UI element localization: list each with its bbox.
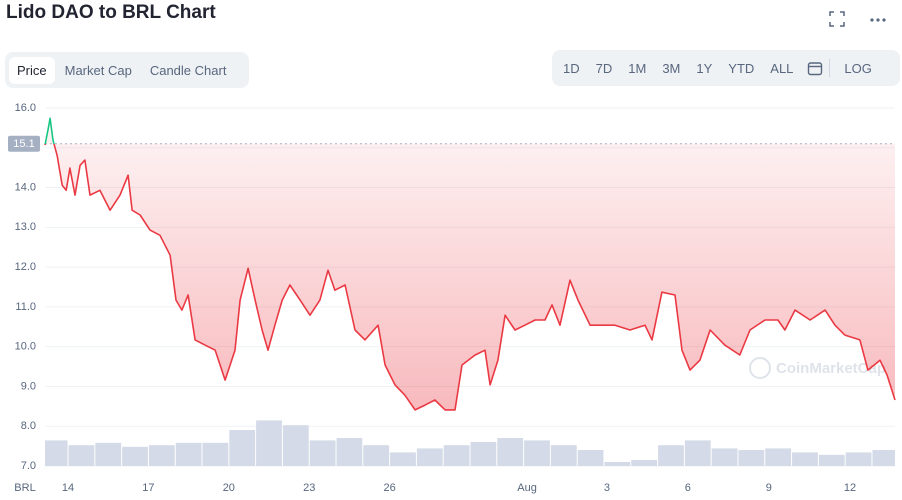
y-tick-label: 8.0: [21, 420, 36, 432]
volume-bar: [497, 438, 524, 466]
range[interactable]: 1Y: [696, 60, 713, 76]
tab[interactable]: Market Cap: [64, 62, 132, 78]
volume-bar: [738, 450, 765, 466]
volume-bar: [604, 462, 631, 466]
x-tick-label: 12: [844, 482, 856, 494]
axis-unit: BRL: [14, 482, 35, 494]
volume-bar: [256, 420, 282, 466]
log-button[interactable]: LOG: [844, 60, 872, 76]
y-tick-label: 10.0: [15, 341, 36, 353]
volume-bar: [470, 442, 497, 466]
x-tick-label: 14: [62, 482, 74, 494]
volume-bar: [711, 448, 738, 466]
range[interactable]: YTD: [728, 60, 755, 76]
volume-bar: [872, 450, 895, 466]
price-line: [44, 117, 896, 411]
volume-bar: [309, 440, 336, 466]
range[interactable]: ALL: [770, 60, 794, 76]
dot[interactable]: [870, 18, 874, 22]
volume-bar: [416, 448, 443, 466]
volume-bar: [363, 445, 390, 466]
separator: [829, 59, 831, 77]
tab[interactable]: Price: [9, 56, 55, 84]
volume-bar: [202, 442, 229, 466]
area: [45, 118, 895, 410]
volume-bar: [550, 445, 577, 466]
y-tick-label: 13.0: [15, 221, 36, 233]
y-tick-label: 11.0: [15, 301, 36, 313]
x-tick-label: 6: [685, 482, 691, 494]
x-tick-label: 17: [142, 482, 154, 494]
volume-bar: [148, 445, 175, 466]
x-tick-label: 3: [604, 482, 610, 494]
volume-bar: [68, 445, 95, 466]
range[interactable]: 1D: [563, 60, 580, 76]
watermark: CoinMarketCap: [749, 357, 886, 379]
watermark-logo: [749, 357, 771, 379]
volume-bar: [577, 450, 604, 466]
x-tick-label: 23: [303, 482, 315, 494]
watermark-text: CoinMarketCap: [776, 360, 886, 377]
volume-bar: [631, 460, 658, 466]
icons: [829, 11, 886, 27]
calendar-icon[interactable]: [807, 60, 823, 76]
dot: [876, 18, 880, 22]
volume-bar: [684, 440, 711, 466]
title: Lido DAO to BRL Chart: [6, 2, 216, 23]
volume-bar: [45, 440, 68, 466]
volume-bar: [524, 440, 550, 466]
fullscreen-icon[interactable]: [829, 11, 845, 27]
tab[interactable]: Candle Chart: [149, 62, 227, 78]
volume-bar: [792, 452, 818, 466]
volume-bar: [845, 452, 872, 466]
x-tick-label: 9: [766, 482, 772, 494]
range[interactable]: 3M: [662, 60, 681, 76]
volume-bar: [282, 425, 309, 466]
x-tick-label: 20: [223, 482, 235, 494]
dot: [882, 18, 886, 22]
volume-bar: [95, 442, 122, 466]
y-tick-label: 14.0: [15, 181, 36, 193]
reference-label-box: [8, 135, 40, 152]
volume-bar: [818, 454, 845, 466]
volume-bar: [658, 445, 684, 466]
y-tick-label: 16.0: [15, 102, 36, 114]
volume-bar: [175, 442, 202, 466]
volume-bar: [122, 446, 148, 466]
x-tick-label: Aug: [517, 482, 537, 494]
y-tick-label: 7.0: [21, 460, 36, 472]
volume-bar: [229, 430, 256, 466]
x-tick-label: 26: [383, 482, 395, 494]
y-tick-label: 12.0: [15, 261, 36, 273]
volume-bar: [336, 438, 363, 466]
range[interactable]: 1M: [628, 60, 647, 76]
volume-bar: [390, 452, 416, 466]
volume-bar: [443, 445, 470, 466]
range-buttons: 1D 7D 1M 3M 1Y YTD ALL LOG: [552, 50, 900, 86]
range[interactable]: 7D: [595, 60, 613, 76]
reference-label: 15.1: [13, 138, 34, 150]
tabs: Price Market Cap Candle Chart: [5, 52, 249, 88]
volume-bar: [765, 448, 792, 466]
y-tick-label: 9.0: [21, 380, 36, 392]
